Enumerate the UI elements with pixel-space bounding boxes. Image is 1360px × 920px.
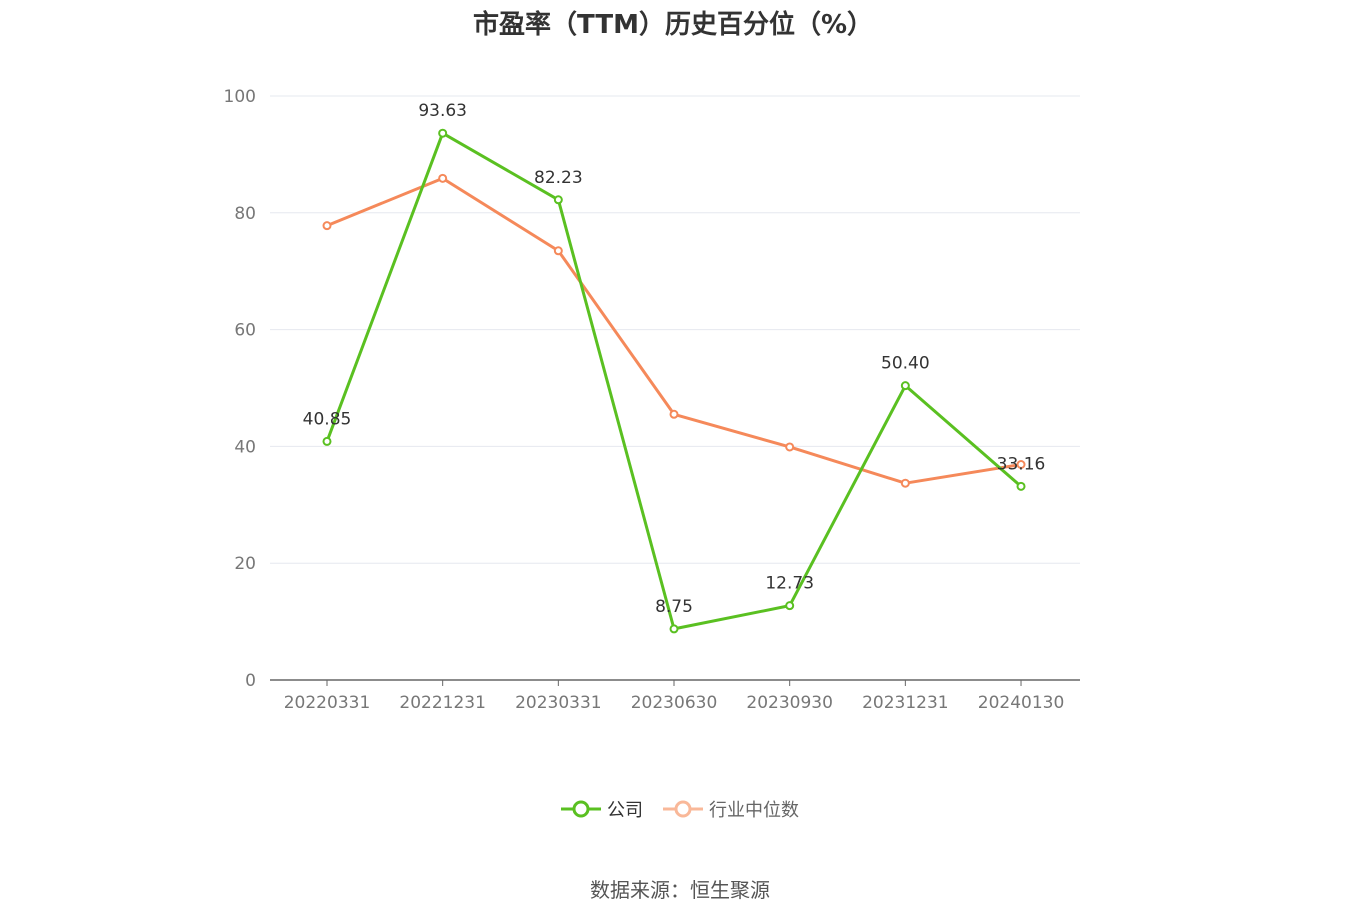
y-tick-label: 0 [245,671,256,691]
legend-item-industry[interactable]: 行业中位数 [663,796,799,822]
data-source: 数据来源：恒生聚源 [590,878,770,902]
y-tick-label: 20 [234,554,256,574]
circle-line-marker-icon [561,800,601,818]
series-line-company [325,131,1023,631]
data-point-company [785,601,795,611]
data-point-industry [669,409,679,419]
data-point-company [1016,481,1026,491]
x-tick-label: 20230331 [515,693,602,713]
y-tick-label: 40 [234,437,256,457]
data-label: 93.63 [418,101,467,121]
data-label: 82.23 [534,168,583,188]
data-point-industry [438,173,448,183]
data-point-industry [785,442,795,452]
x-tick-label: 20230930 [746,693,833,713]
data-point-company [900,381,910,391]
x-tick-label: 20220331 [284,693,371,713]
x-tick-label: 20231231 [862,693,949,713]
x-tick-label: 20221231 [399,693,486,713]
data-label: 12.73 [765,574,814,594]
legend-label-industry: 行业中位数 [709,800,799,821]
chart-legend: 公司 行业中位数 [0,796,1360,822]
series-line-industry [326,176,1022,485]
data-point-industry [322,221,332,231]
data-point-industry [1016,460,1026,470]
y-tick-label: 60 [234,321,256,341]
data-label: 40.85 [303,409,352,429]
data-label: 50.40 [881,354,930,374]
data-point-industry [553,246,563,256]
chart-title: 市盈率（TTM）历史百分位（%） [473,10,873,40]
legend-label-company: 公司 [607,800,643,821]
y-tick-label: 80 [234,204,256,224]
data-point-industry [900,478,910,488]
data-label: 33.16 [997,454,1046,474]
y-tick-label: 100 [224,87,256,107]
legend-item-company[interactable]: 公司 [561,796,643,822]
data-point-company [669,624,679,634]
x-tick-label: 20240130 [978,693,1065,713]
data-point-company [438,128,448,138]
data-point-company [553,195,563,205]
circle-line-marker-icon [663,800,703,818]
x-tick-label: 20230630 [631,693,718,713]
data-point-company [322,436,332,446]
data-label: 8.75 [655,597,693,617]
